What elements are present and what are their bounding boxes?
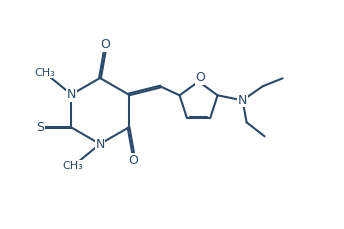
Text: N: N (67, 88, 76, 101)
Text: S: S (36, 121, 44, 134)
Text: O: O (100, 38, 110, 52)
Text: O: O (196, 71, 205, 84)
Text: N: N (95, 137, 105, 150)
Text: CH₃: CH₃ (63, 161, 83, 171)
Text: O: O (129, 154, 139, 167)
Text: CH₃: CH₃ (34, 68, 55, 77)
Text: N: N (238, 94, 247, 107)
